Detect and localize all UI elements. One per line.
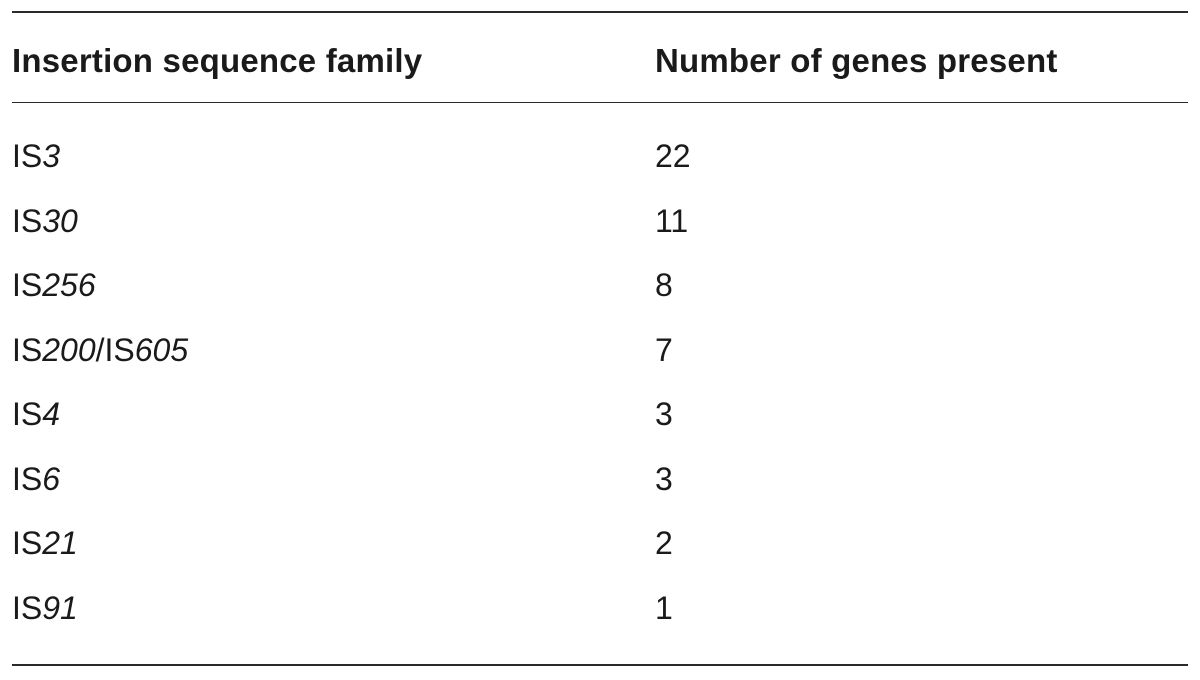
- family-cell: IS256: [12, 267, 96, 304]
- table-header-row: Insertion sequence family Number of gene…: [12, 30, 1188, 90]
- family-number: 21: [42, 525, 78, 561]
- family-number: 200: [42, 331, 96, 368]
- table-row: IS91 1: [12, 582, 1188, 647]
- family-prefix: IS: [12, 396, 43, 432]
- family-prefix: IS: [12, 267, 43, 303]
- family-prefix: IS: [12, 460, 43, 497]
- table-row: IS256 8: [12, 259, 1188, 324]
- table-body: IS3 22 IS30 11 IS256 8 IS200/IS605 7 IS4 3 IS6 3 IS2…: [12, 130, 1188, 646]
- gene-count-cell: 2: [655, 525, 673, 561]
- gene-count-cell: 3: [655, 396, 673, 432]
- family-prefix: IS: [12, 138, 43, 174]
- family-number: 6: [42, 460, 61, 497]
- table-header-rule: [12, 102, 1188, 103]
- family-cell: IS21: [12, 525, 78, 562]
- gene-count-cell: 7: [655, 331, 673, 368]
- is-family-table: Insertion sequence family Number of gene…: [12, 0, 1188, 680]
- family-number: 30: [42, 202, 78, 239]
- family-cell: IS30: [12, 203, 78, 240]
- family-prefix: IS: [12, 589, 43, 626]
- family-cell: IS6: [12, 461, 60, 498]
- table-bottom-rule: [12, 664, 1188, 666]
- table-row: IS200/IS605 7: [12, 324, 1188, 389]
- gene-count-cell: 3: [655, 460, 673, 497]
- gene-count-cell: 11: [655, 202, 689, 239]
- gene-count-cell: 22: [655, 138, 691, 174]
- family-prefix: IS: [12, 202, 43, 239]
- table-top-rule: [12, 11, 1188, 13]
- family-number: 4: [42, 396, 61, 432]
- header-number-of-genes: Number of genes present: [655, 42, 1058, 79]
- header-insertion-sequence-family: Insertion sequence family: [12, 42, 423, 79]
- family-number-2: 605: [134, 331, 189, 368]
- family-number: 3: [42, 138, 61, 174]
- table-row: IS4 3: [12, 388, 1188, 453]
- gene-count-cell: 1: [655, 589, 673, 626]
- family-prefix-2: /IS: [95, 331, 135, 368]
- family-prefix: IS: [12, 331, 43, 368]
- family-prefix: IS: [12, 525, 43, 561]
- table-row: IS21 2: [12, 517, 1188, 582]
- gene-count-cell: 8: [655, 267, 673, 303]
- table-row: IS6 3: [12, 453, 1188, 518]
- family-number: 91: [42, 589, 78, 626]
- table-row: IS30 11: [12, 195, 1188, 260]
- family-cell: IS4: [12, 396, 60, 433]
- family-cell: IS200/IS605: [12, 332, 188, 369]
- table-row: IS3 22: [12, 130, 1188, 195]
- family-cell: IS91: [12, 590, 78, 627]
- family-cell: IS3: [12, 138, 60, 175]
- family-number: 256: [42, 267, 96, 303]
